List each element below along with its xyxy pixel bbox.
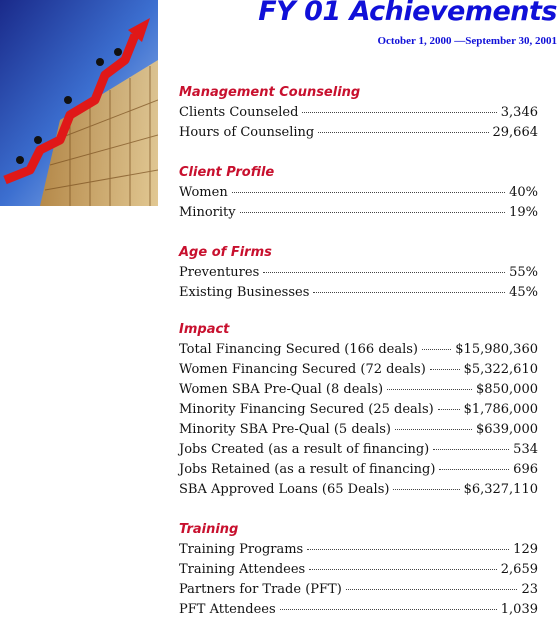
leader xyxy=(307,549,510,550)
stat-row: Minority 19% xyxy=(179,205,538,220)
stat-label: Clients Counseled xyxy=(179,105,299,120)
stat-row: Jobs Created (as a result of financing) 5… xyxy=(179,442,538,457)
stat-label: Minority xyxy=(179,205,236,220)
stat-label: Training Programs xyxy=(179,542,304,557)
stat-label: Preventures xyxy=(179,265,260,280)
leader xyxy=(429,369,460,370)
stat-row: Existing Businesses 45% xyxy=(179,285,538,300)
section-heading: Impact xyxy=(179,322,230,337)
stat-row: Hours of Counseling 29,664 xyxy=(179,125,538,140)
leader xyxy=(263,272,506,273)
stat-value: $5,322,610 xyxy=(463,362,538,377)
stat-value: $15,980,360 xyxy=(455,342,538,357)
stat-label: Hours of Counseling xyxy=(179,125,315,140)
stat-value: 19% xyxy=(509,205,538,220)
stat-label: Women Financing Secured (72 deals) xyxy=(179,362,426,377)
leader xyxy=(422,349,452,350)
stat-value: 29,664 xyxy=(492,125,539,140)
stat-row: Minority SBA Pre-Qual (5 deals) $639,000 xyxy=(179,422,538,437)
stat-row: Training Attendees 2,659 xyxy=(179,562,538,577)
stat-value: 129 xyxy=(513,542,538,557)
stat-row: Total Financing Secured (166 deals) $15,9… xyxy=(179,342,538,357)
section-heading: Age of Firms xyxy=(179,245,272,260)
stat-row: Training Programs 129 xyxy=(179,542,538,557)
stat-value: 2,659 xyxy=(500,562,538,577)
stat-row: Preventures 55% xyxy=(179,265,538,280)
leader xyxy=(387,389,472,390)
section-heading: Management Counseling xyxy=(179,85,361,100)
leader xyxy=(239,212,506,213)
section-heading: Training xyxy=(179,522,239,537)
stat-value: 23 xyxy=(521,582,538,597)
stat-label: Training Attendees xyxy=(179,562,306,577)
stat-value: 55% xyxy=(509,265,538,280)
leader xyxy=(394,429,472,430)
leader xyxy=(279,609,497,610)
stat-row: Women 40% xyxy=(179,185,538,200)
stat-row: Women Financing Secured (72 deals) $5,322… xyxy=(179,362,538,377)
stat-label: Total Financing Secured (166 deals) xyxy=(179,342,418,357)
stat-row: Minority Financing Secured (25 deals) $1,… xyxy=(179,402,538,417)
leader xyxy=(345,589,518,590)
stat-row: SBA Approved Loans (65 Deals) $6,327,110 xyxy=(179,482,538,497)
hero-image xyxy=(0,0,158,206)
stat-row: Clients Counseled 3,346 xyxy=(179,105,538,120)
leader xyxy=(439,469,510,470)
leader xyxy=(302,112,497,113)
leader xyxy=(309,569,497,570)
leader xyxy=(437,409,460,410)
stat-value: 1,039 xyxy=(500,602,538,617)
stat-row: PFT Attendees 1,039 xyxy=(179,602,538,617)
stat-row: Jobs Retained (as a result of financing)… xyxy=(179,462,538,477)
stat-label: Women xyxy=(179,185,228,200)
stat-label: SBA Approved Loans (65 Deals) xyxy=(179,482,390,497)
stat-value: 696 xyxy=(513,462,538,477)
stat-value: 40% xyxy=(509,185,538,200)
stat-row: Partners for Trade (PFT) 23 xyxy=(179,582,538,597)
leader xyxy=(318,132,489,133)
stat-label: Jobs Retained (as a result of financing) xyxy=(179,462,436,477)
leader xyxy=(433,449,510,450)
title: FY 01 Achievements xyxy=(258,0,557,27)
stat-row: Women SBA Pre-Qual (8 deals) $850,000 xyxy=(179,382,538,397)
leader xyxy=(313,292,506,293)
stat-label: Women SBA Pre-Qual (8 deals) xyxy=(179,382,384,397)
leader xyxy=(393,489,460,490)
stat-value: 45% xyxy=(509,285,538,300)
stat-label: Minority Financing Secured (25 deals) xyxy=(179,402,434,417)
stat-label: Jobs Created (as a result of financing) xyxy=(179,442,430,457)
stat-value: $6,327,110 xyxy=(463,482,538,497)
leader xyxy=(231,192,506,193)
stat-label: Existing Businesses xyxy=(179,285,310,300)
stat-value: $1,786,000 xyxy=(463,402,538,417)
section-heading: Client Profile xyxy=(179,165,275,180)
subtitle: October 1, 2000 —September 30, 2001 xyxy=(377,35,557,47)
stat-label: PFT Attendees xyxy=(179,602,276,617)
stat-value: 534 xyxy=(513,442,538,457)
stat-value: $850,000 xyxy=(475,382,538,397)
stat-value: 3,346 xyxy=(500,105,538,120)
stat-label: Minority SBA Pre-Qual (5 deals) xyxy=(179,422,391,437)
stat-label: Partners for Trade (PFT) xyxy=(179,582,342,597)
stat-value: $639,000 xyxy=(475,422,538,437)
